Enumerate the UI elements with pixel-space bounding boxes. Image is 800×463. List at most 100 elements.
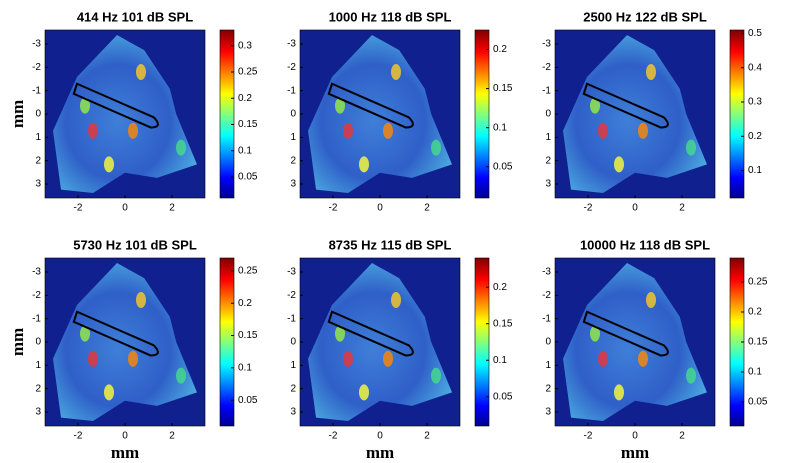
hot-spot <box>128 122 138 139</box>
colorbar-tick-label: 0.1 <box>748 367 762 378</box>
y-tick-label: 1 <box>545 132 551 143</box>
y-tick-label: 1 <box>35 360 41 371</box>
colorbar-tick-label: 0.5 <box>748 28 762 39</box>
colorbar-tick-label: 0.05 <box>238 395 258 406</box>
colorbar-tick-label: 0.15 <box>748 337 768 348</box>
y-tick-label: 1 <box>545 360 551 371</box>
hot-spot <box>136 292 146 308</box>
hot-spot <box>359 384 369 401</box>
hot-spot <box>343 350 353 367</box>
hot-spot <box>590 325 600 342</box>
x-tick-label: -2 <box>73 203 82 214</box>
y-tick-label: -1 <box>287 85 296 96</box>
hot-spot <box>590 97 600 114</box>
manubrium <box>582 310 669 357</box>
hot-spot <box>136 64 146 80</box>
y-tick-label: -2 <box>32 290 41 301</box>
x-tick-label: 2 <box>169 431 175 442</box>
hot-spot <box>383 122 393 139</box>
y-tick-label: 3 <box>545 179 551 190</box>
hot-spot <box>176 367 186 384</box>
colorbar-tick-label: 0.1 <box>493 122 507 133</box>
x-tick-label: 2 <box>424 203 430 214</box>
y-tick-label: 0 <box>290 109 296 120</box>
hot-spot <box>88 122 98 139</box>
colorbar-tick-label: 0.3 <box>748 97 762 108</box>
manubrium <box>582 82 669 129</box>
colorbar-tick-label: 0.2 <box>748 307 762 318</box>
x-tick-label: 0 <box>122 431 128 442</box>
membrane <box>308 35 452 193</box>
y-tick-label: -3 <box>287 39 296 50</box>
y-tick-label: 0 <box>35 109 41 120</box>
hot-spot <box>88 350 98 367</box>
y-tick-label: -3 <box>542 267 551 278</box>
colorbar <box>219 29 235 199</box>
colorbar-tick-label: 0.15 <box>238 330 258 341</box>
colorbar-tick-label: 0.1 <box>238 145 252 156</box>
panel-title: 8735 Hz 115 dB SPL <box>329 237 452 252</box>
x-tick-label: 0 <box>632 203 638 214</box>
x-axis-label: mm <box>366 443 394 462</box>
hot-spot <box>646 292 656 308</box>
colorbar-tick-label: 0.2 <box>493 44 507 55</box>
colorbar-tick-label: 0.15 <box>493 318 513 329</box>
hot-spot <box>686 139 696 156</box>
colorbar-tick-label: 0.25 <box>238 67 258 78</box>
panel-title: 1000 Hz 118 dB SPL <box>329 9 452 24</box>
colorbar-tick-label: 0.15 <box>493 83 513 94</box>
colorbar-tick-label: 0.1 <box>238 362 252 373</box>
y-tick-label: -2 <box>542 62 551 73</box>
colorbar-tick-label: 0.2 <box>493 282 507 293</box>
y-tick-label: 3 <box>35 407 41 418</box>
colorbar-tick-label: 0.15 <box>238 119 258 130</box>
colorbar-tick-label: 0.25 <box>238 266 258 277</box>
hot-spot <box>335 325 345 342</box>
y-tick-label: 2 <box>35 383 41 394</box>
membrane <box>563 263 707 421</box>
colorbar-tick-label: 0.05 <box>238 172 258 183</box>
x-tick-label: -2 <box>583 203 592 214</box>
manubrium <box>327 310 414 357</box>
colorbar-tick-label: 0.4 <box>748 62 762 73</box>
panel-title: 414 Hz 101 dB SPL <box>77 9 193 24</box>
hot-spot <box>598 350 608 367</box>
hot-spot <box>614 156 624 173</box>
membrane <box>53 35 197 193</box>
y-tick-label: 0 <box>545 109 551 120</box>
hot-spot <box>638 350 648 367</box>
y-axis-label: mm <box>8 100 27 128</box>
y-tick-label: 2 <box>290 383 296 394</box>
colorbar <box>219 257 235 427</box>
x-tick-label: -2 <box>328 431 337 442</box>
hot-spot <box>359 156 369 173</box>
y-tick-label: 3 <box>290 407 296 418</box>
colorbar-tick-label: 0.2 <box>238 298 252 309</box>
membrane <box>53 263 197 421</box>
x-tick-label: 0 <box>632 431 638 442</box>
y-tick-label: -2 <box>542 290 551 301</box>
hot-spot <box>104 384 114 401</box>
membrane <box>308 263 452 421</box>
hot-spot <box>80 97 90 114</box>
y-axis-label: mm <box>8 328 27 356</box>
hot-spot <box>343 122 353 139</box>
y-tick-label: 0 <box>545 337 551 348</box>
panel-title: 5730 Hz 101 dB SPL <box>73 237 197 252</box>
hot-spot <box>128 350 138 367</box>
y-tick-label: 2 <box>545 155 551 166</box>
y-tick-label: 1 <box>290 360 296 371</box>
membrane <box>563 35 707 193</box>
y-tick-label: -2 <box>287 290 296 301</box>
y-tick-label: -2 <box>32 62 41 73</box>
y-tick-label: 1 <box>35 132 41 143</box>
x-tick-label: 2 <box>679 203 685 214</box>
manubrium <box>327 82 414 129</box>
colorbar-tick-label: 0.05 <box>493 161 513 172</box>
colorbar <box>474 29 490 199</box>
y-tick-label: -1 <box>542 85 551 96</box>
hot-spot <box>383 350 393 367</box>
colorbar-tick-label: 0.3 <box>238 40 252 51</box>
hot-spot <box>80 325 90 342</box>
hot-spot <box>391 292 401 308</box>
